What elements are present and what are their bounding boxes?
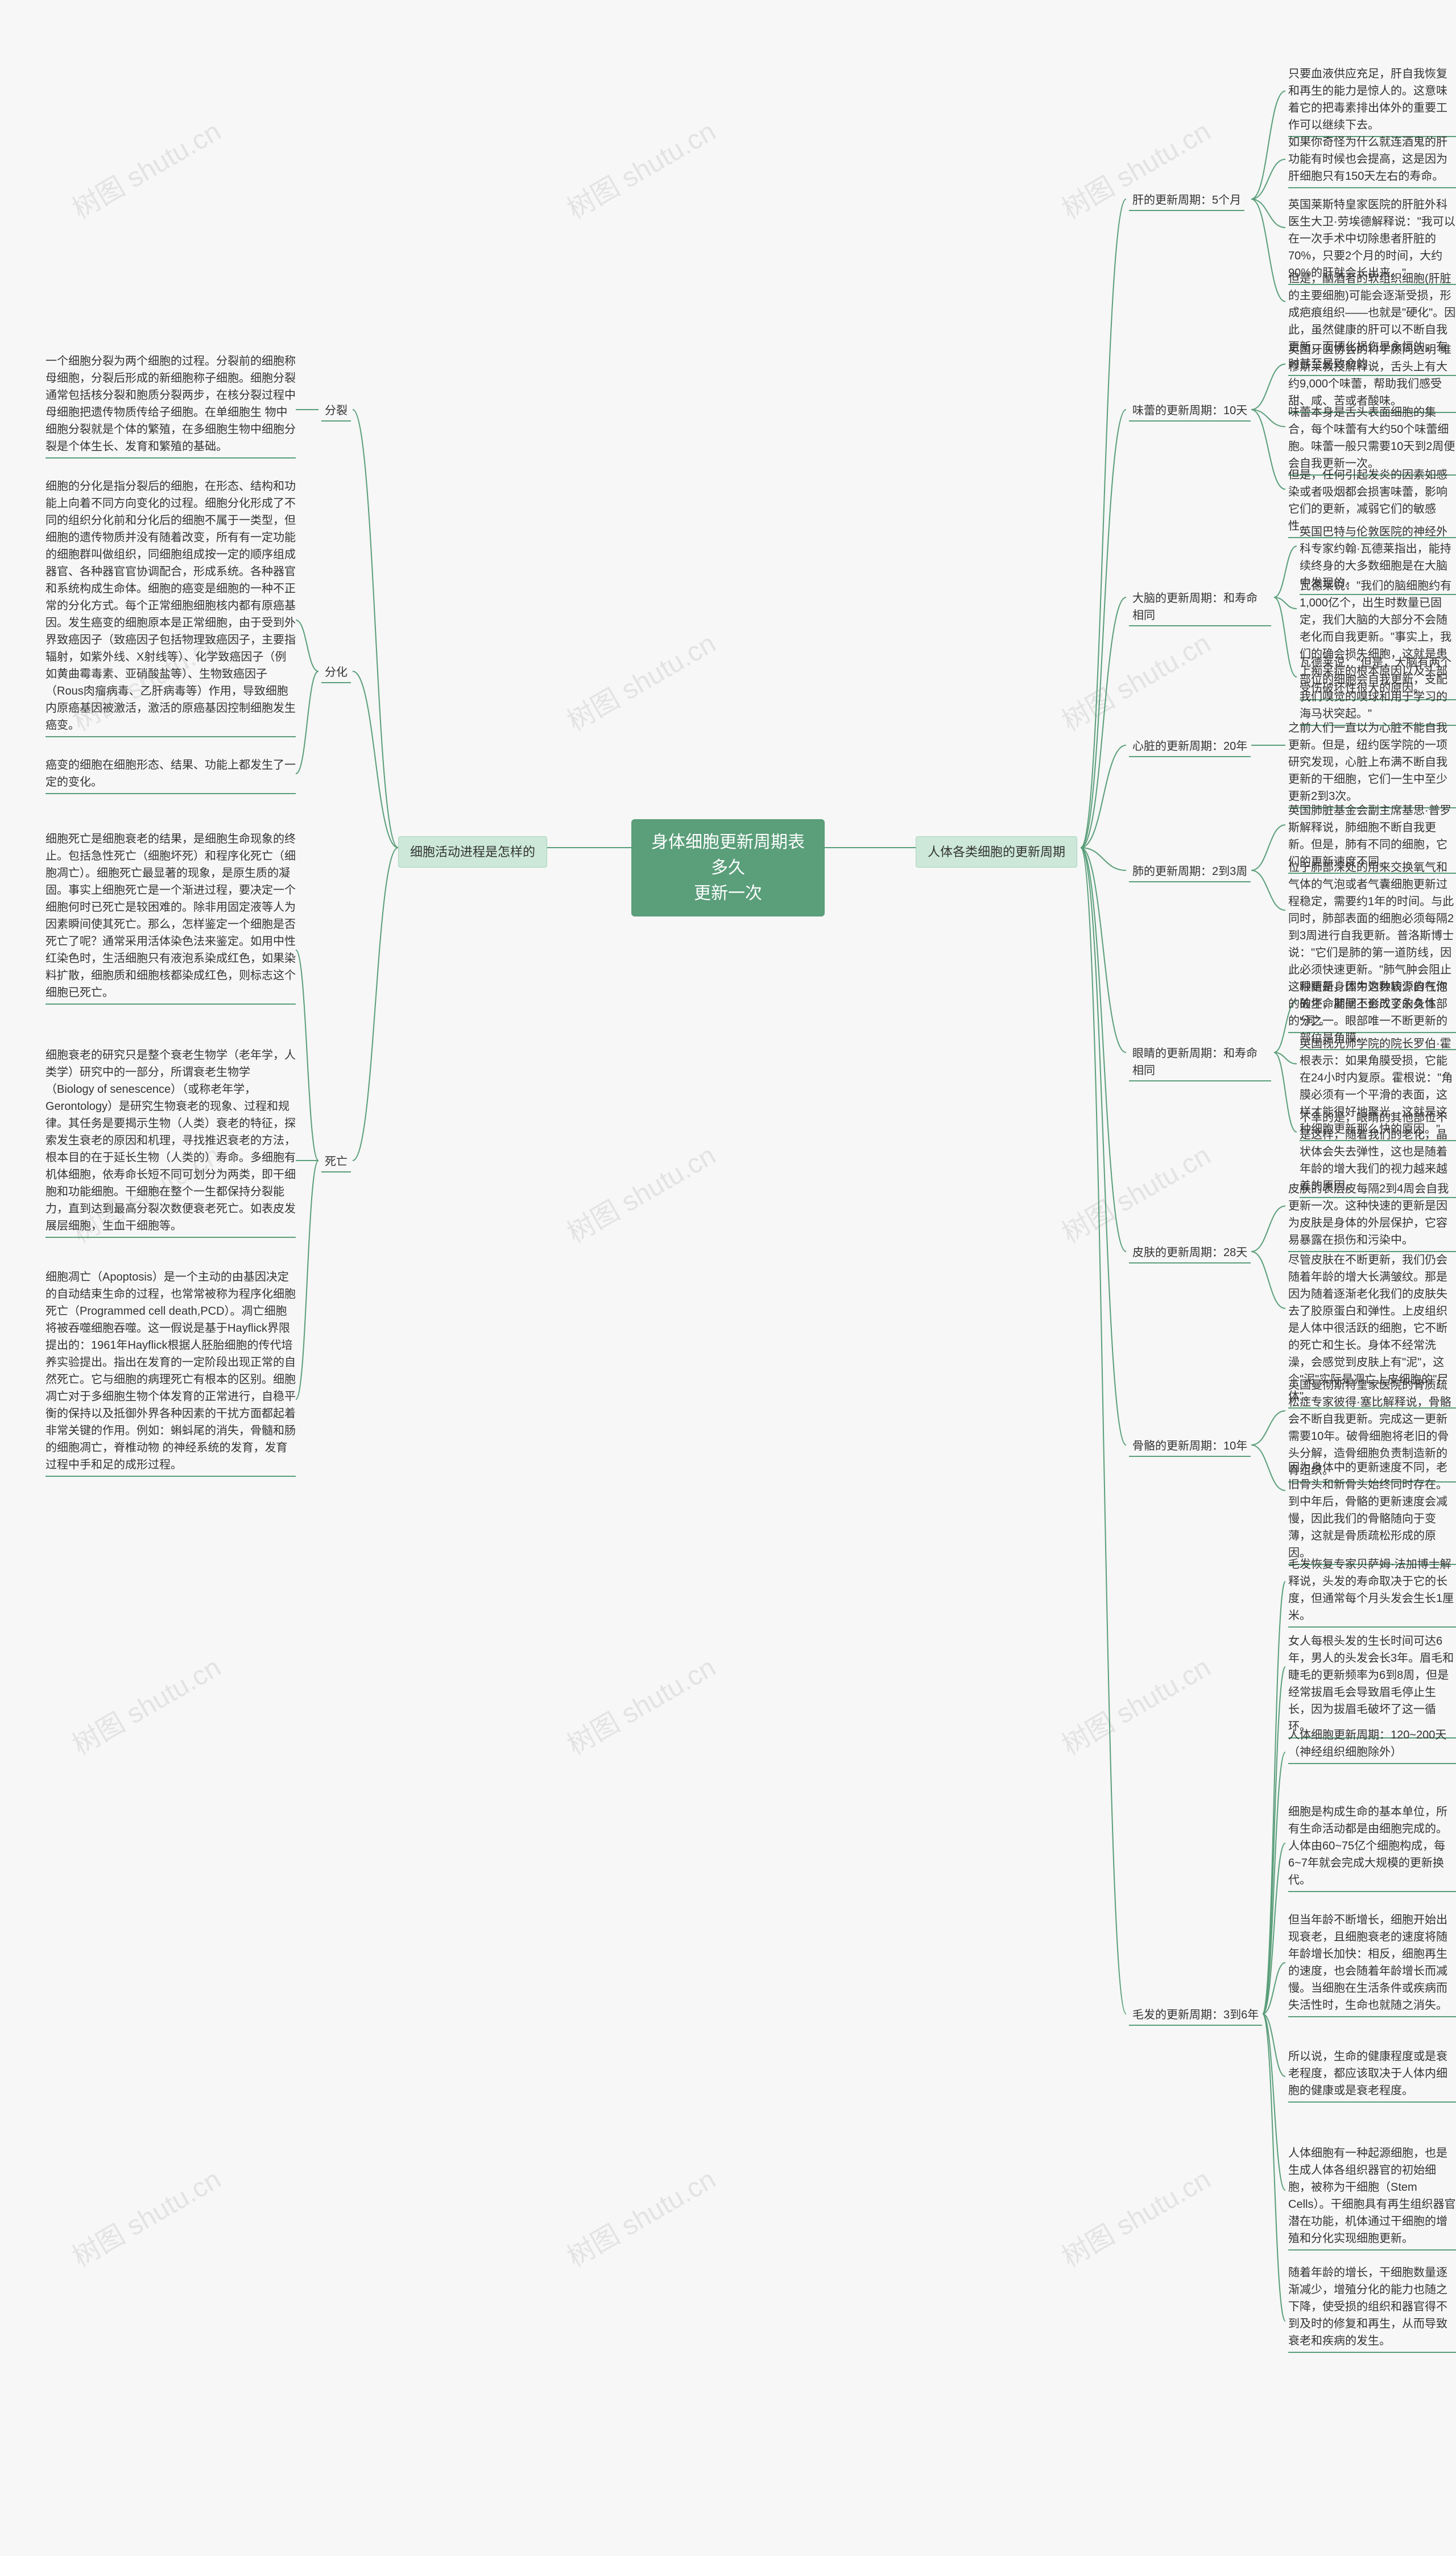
leaf-pifu-0: 皮肤的表层皮每隔2到4周会自我更新一次。这种快速的更新是因为皮肤是身体的外层保护…: [1288, 1180, 1456, 1252]
watermark: 树图 shutu.cn: [1053, 1645, 1217, 1762]
leaf-siwang-1: 细胞衰老的研究只是整个衰老生物学（老年学，人类学）研究中的一部分，所谓衰老生物学…: [46, 1047, 296, 1238]
cat-maofa: 毛发的更新周期：3到6年: [1129, 2005, 1262, 2026]
leaf-gan-0: 只要血液供应充足，肝自我恢复和再生的能力是惊人的。这意味着它的把毒素排出体外的重…: [1288, 65, 1456, 137]
leaf-siwang-2: 细胞凋亡（Apoptosis）是一个主动的由基因决定的自动结束生命的过程，也常常…: [46, 1269, 296, 1477]
leaf-weilei-0: 英国牙医协会的科学顾问达明·维穆斯莱教授解释说，舌头上有大约9,000个味蕾，帮…: [1288, 341, 1456, 413]
watermark: 树图 shutu.cn: [64, 2157, 227, 2274]
sublabel-siwang: 死亡: [321, 1152, 351, 1172]
leaf-fenlie-0: 一个细胞分裂为两个细胞的过程。分裂前的细胞称母细胞，分裂后形成的新细胞称子细胞。…: [46, 353, 296, 459]
leaf-siwang-0: 细胞死亡是细胞衰老的结果，是细胞生命现象的终止。包括急性死亡（细胞坏死）和程序化…: [46, 831, 296, 1005]
watermark: 树图 shutu.cn: [559, 1645, 722, 1762]
cat-yan: 眼睛的更新周期：和寿命相同: [1129, 1044, 1271, 1081]
leaf-gan-1: 如果你奇怪为什么就连酒鬼的肝功能有时候也会提高，这是因为肝细胞只有150天左右的…: [1288, 134, 1456, 188]
cat-danao: 大脑的更新周期：和寿命相同: [1129, 589, 1271, 626]
leaf-danao-2: 瓦德莱说："但是，大脑有两个部位的细胞会自我更新，支配我们嗅觉的嗅球和用于学习的…: [1300, 654, 1456, 726]
sublabel-fenhua: 分化: [321, 663, 351, 683]
watermark: 树图 shutu.cn: [559, 621, 722, 738]
leaf-fenhua-0: 细胞的分化是指分裂后的细胞，在形态、结构和功能上向着不同方向变化的过程。细胞分化…: [46, 478, 296, 737]
leaf-fenhua-1: 癌变的细胞在细胞形态、结果、功能上都发生了一定的变化。: [46, 757, 296, 794]
leaf-maofa-3: 细胞是构成生命的基本单位，所有生命活动都是由细胞完成的。人体由60~75亿个细胞…: [1288, 1803, 1456, 1892]
root-line2: 更新一次: [647, 881, 809, 906]
leaf-maofa-0: 毛发恢复专家贝萨姆·法加博士解释说，头发的寿命取决于它的长度，但通常每个月头发会…: [1288, 1556, 1456, 1628]
watermark: 树图 shutu.cn: [559, 109, 722, 226]
right-branch: 人体各类细胞的更新周期: [916, 836, 1077, 868]
cat-pifu: 皮肤的更新周期：28天: [1129, 1243, 1251, 1263]
leaf-maofa-2: 人体细胞更新周期：120~200天 （神经组织细胞除外）: [1288, 1727, 1456, 1764]
watermark: 树图 shutu.cn: [1053, 2157, 1217, 2274]
watermark: 树图 shutu.cn: [1053, 1133, 1217, 1250]
cat-xinzang: 心脏的更新周期：20年: [1129, 737, 1251, 757]
watermark: 树图 shutu.cn: [559, 2157, 722, 2274]
leaf-maofa-6: 人体细胞有一种起源细胞，也是生成人体各组织器官的初始细胞，被称为干细胞（Stem…: [1288, 2145, 1456, 2251]
root-node: 身体细胞更新周期表 多久 更新一次: [631, 819, 825, 916]
left-branch: 细胞活动进程是怎样的: [398, 836, 547, 868]
watermark: 树图 shutu.cn: [1053, 621, 1217, 738]
root-line1: 身体细胞更新周期表 多久: [647, 829, 809, 881]
watermark: 树图 shutu.cn: [64, 109, 227, 226]
watermark: 树图 shutu.cn: [559, 1133, 722, 1250]
cat-gan: 肝的更新周期：5个月: [1129, 191, 1244, 211]
leaf-gu-1: 因为身体中的更新速度不同，老旧骨头和新骨头始终同时存在。到中年后，骨骼的更新速度…: [1288, 1459, 1456, 1565]
leaf-maofa-1: 女人每根头发的生长时间可达6年，男人的头发会长3年。眉毛和睫毛的更新频率为6到8…: [1288, 1633, 1456, 1739]
leaf-maofa-5: 所以说，生命的健康程度或是衰老程度，都应该取决于人体内细胞的健康或是衰老程度。: [1288, 2048, 1456, 2103]
leaf-maofa-4: 但当年龄不断增长，细胞开始出现衰老，且细胞衰老的速度将随年龄增长加快：相反，细胞…: [1288, 1911, 1456, 2017]
cat-weilei: 味蕾的更新周期：10天: [1129, 401, 1251, 422]
sublabel-fenlie: 分裂: [321, 401, 351, 422]
leaf-maofa-7: 随着年龄的增长，干细胞数量逐渐减少，增殖分化的能力也随之下降，使受损的组织和器官…: [1288, 2264, 1456, 2353]
leaf-xinzang-0: 之前人们一直以为心脏不能自我更新。但是，纽约医学院的一项研究发现，心脏上布满不断…: [1288, 720, 1456, 808]
cat-gu: 骨骼的更新周期：10年: [1129, 1436, 1251, 1457]
cat-fei: 肺的更新周期：2到3周: [1129, 862, 1251, 882]
leaf-weilei-1: 味蕾本身是舌头表面细胞的集合，每个味蕾有大约50个味蕾细胞。味蕾一般只需要10天…: [1288, 404, 1456, 476]
watermark: 树图 shutu.cn: [64, 1645, 227, 1762]
